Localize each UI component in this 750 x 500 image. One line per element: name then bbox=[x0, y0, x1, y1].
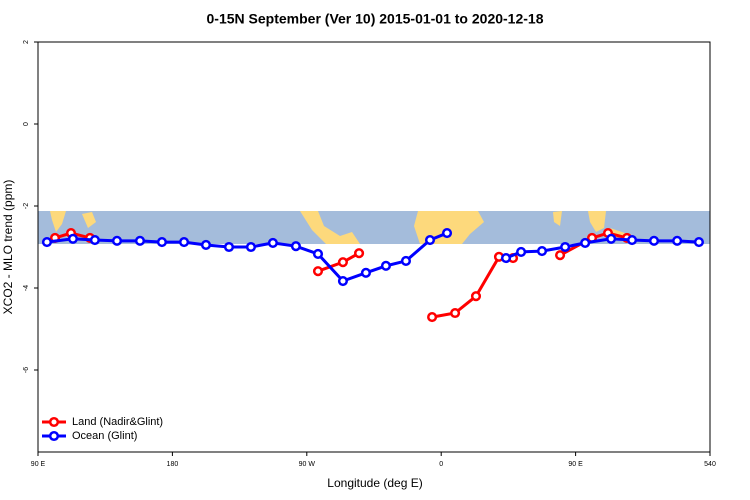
point bbox=[441, 228, 453, 239]
point bbox=[470, 291, 482, 302]
point bbox=[360, 267, 371, 278]
point bbox=[41, 237, 53, 248]
point bbox=[89, 234, 100, 246]
point bbox=[500, 253, 512, 264]
legend-label: Land (Nadir&Glint) bbox=[72, 416, 163, 428]
point bbox=[536, 246, 548, 257]
point bbox=[312, 248, 324, 260]
plot-frame bbox=[37, 41, 711, 453]
point bbox=[337, 257, 348, 268]
point bbox=[606, 233, 617, 244]
y-tick-label: -6 bbox=[23, 367, 30, 373]
y-tick-label: -2 bbox=[23, 203, 30, 209]
map-band bbox=[38, 211, 710, 244]
legend-marker bbox=[48, 416, 60, 428]
x-tick-label: 90 E bbox=[31, 461, 46, 468]
point bbox=[380, 260, 391, 271]
y-tick-label: -4 bbox=[23, 285, 30, 291]
point bbox=[400, 255, 412, 266]
x-tick-label: 180 bbox=[167, 461, 179, 468]
point bbox=[111, 235, 123, 246]
point bbox=[516, 246, 527, 257]
point bbox=[626, 234, 638, 246]
point bbox=[648, 235, 660, 246]
point bbox=[560, 241, 571, 253]
x-tick-label: 0 bbox=[439, 461, 443, 468]
x-tick-label: 90 E bbox=[568, 461, 583, 468]
x-tick-label: 90 W bbox=[299, 461, 316, 468]
point bbox=[424, 234, 436, 246]
x-tick-label: 540 bbox=[704, 461, 716, 468]
point bbox=[312, 266, 324, 277]
point bbox=[178, 237, 190, 248]
legend-marker bbox=[48, 430, 60, 442]
y-axis-label: XCO2 - MLO trend (ppm) bbox=[1, 180, 15, 315]
x-axis-label: Longitude (deg E) bbox=[327, 476, 422, 490]
point bbox=[290, 241, 301, 252]
point bbox=[580, 237, 591, 248]
point bbox=[267, 237, 278, 248]
y-tick-label: 2 bbox=[23, 40, 30, 44]
point bbox=[354, 248, 365, 259]
point bbox=[693, 237, 704, 248]
point bbox=[134, 235, 146, 246]
point bbox=[223, 241, 235, 253]
point bbox=[450, 307, 461, 319]
point bbox=[427, 312, 438, 323]
point bbox=[555, 250, 566, 261]
point bbox=[156, 237, 167, 248]
point bbox=[245, 241, 256, 253]
point bbox=[200, 239, 212, 250]
point bbox=[672, 235, 683, 246]
point bbox=[67, 233, 78, 244]
legend-label: Ocean (Glint) bbox=[72, 430, 137, 442]
chart-title: 0-15N September (Ver 10) 2015-01-01 to 2… bbox=[207, 11, 544, 27]
y-tick-label: 0 bbox=[23, 122, 30, 126]
point bbox=[337, 275, 348, 287]
